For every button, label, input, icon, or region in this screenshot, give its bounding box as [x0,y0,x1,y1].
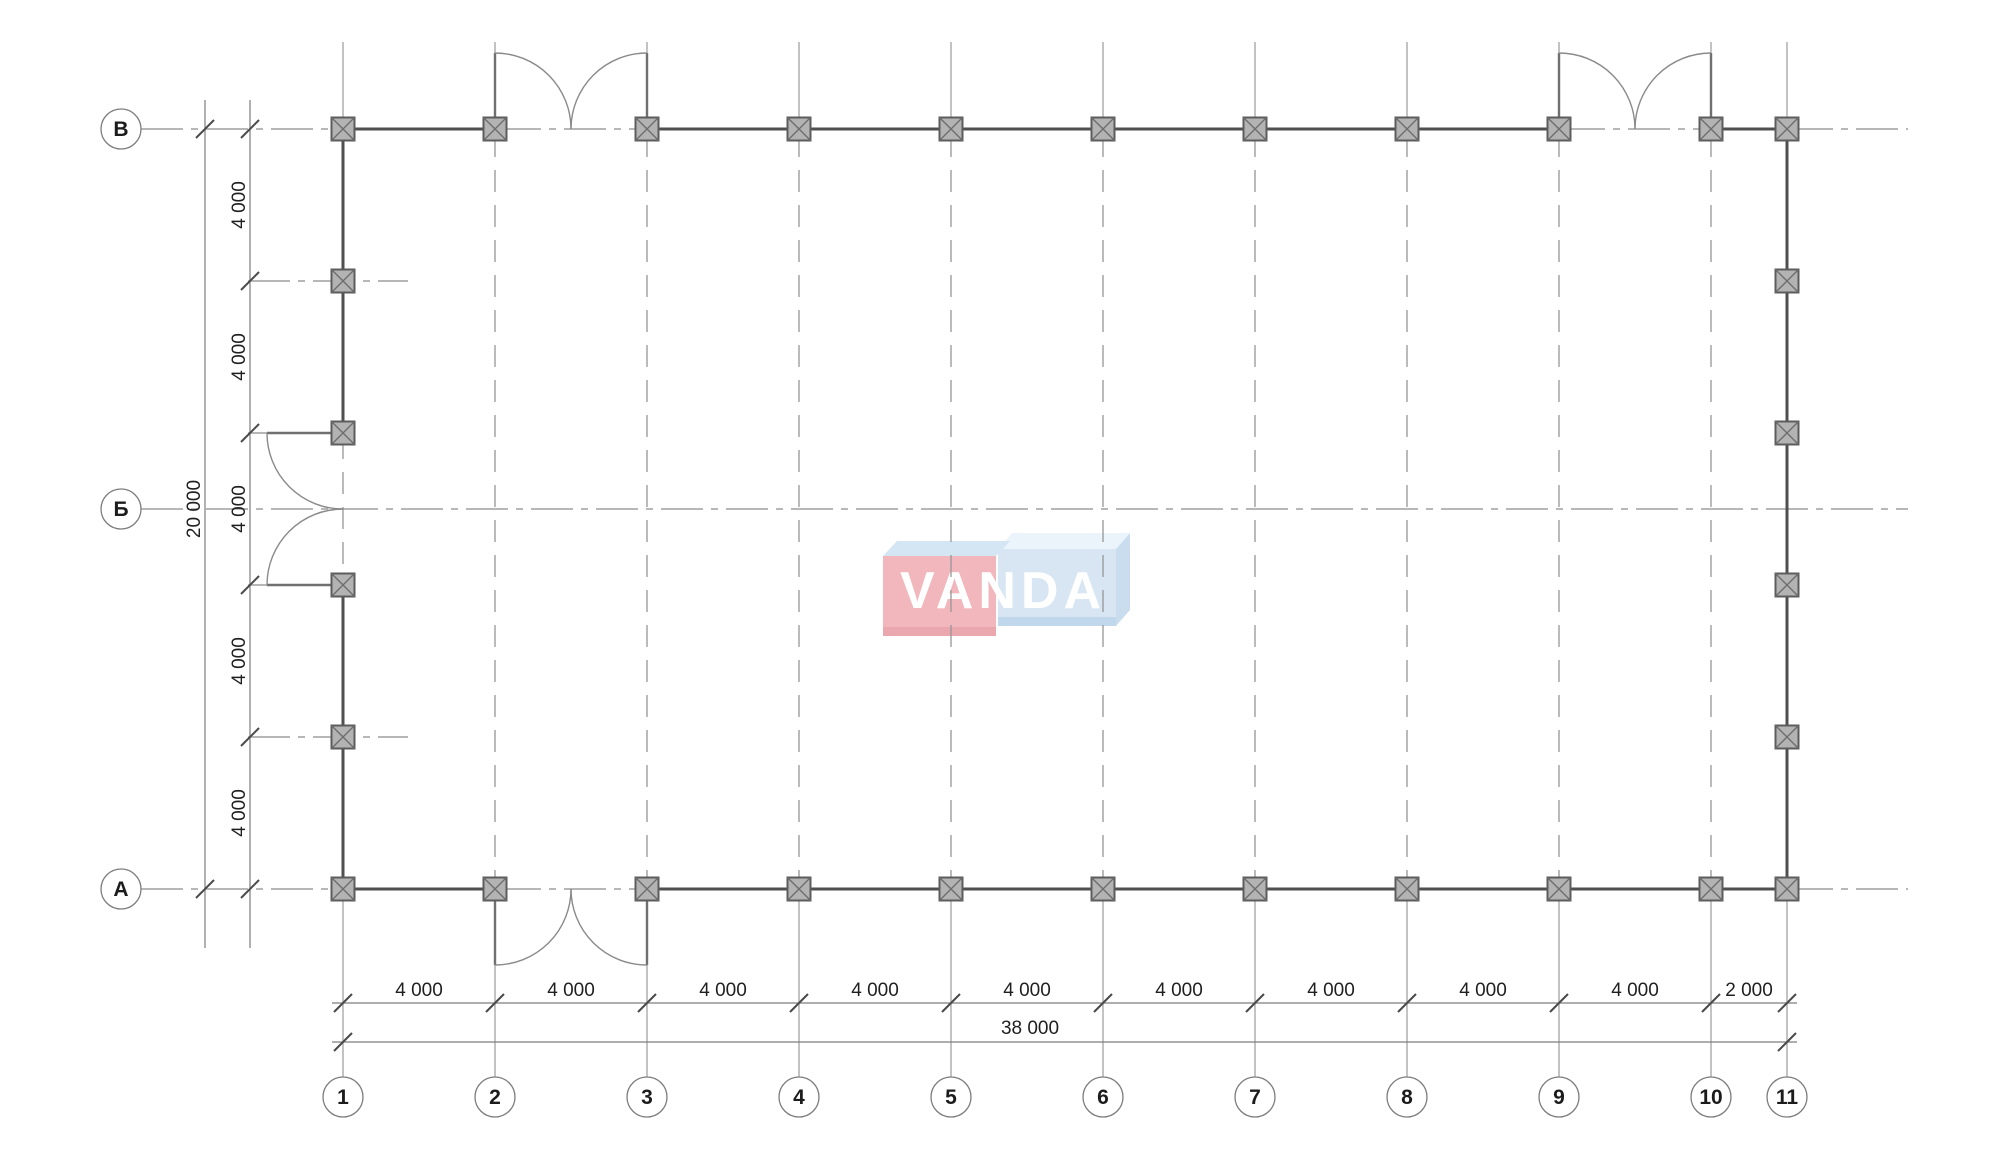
dim-bottom-4: 4 000 [851,980,899,1001]
col-bubble-8: 8 [1386,1076,1428,1118]
watermark-text: VANDA [900,562,1106,620]
svg-text:А: А [113,878,128,901]
col-bubble-3: 3 [626,1076,668,1118]
svg-text:3: 3 [641,1086,653,1109]
col-bubble-1: 1 [322,1076,364,1118]
watermark-blue-bevel-side [1116,533,1130,626]
svg-text:10: 10 [1699,1086,1722,1109]
svg-text:8: 8 [1401,1086,1413,1109]
door-top-right [1557,52,1713,130]
row-bubble-А: А [100,868,142,910]
dim-bottom-5: 4 000 [1003,980,1051,1001]
dim-bottom-7: 4 000 [1307,980,1355,1001]
watermark: VANDA [883,533,1130,636]
svg-text:5: 5 [945,1086,957,1109]
dimensions: 4 000 4 000 4 000 4 000 4 000 20 000 4 0… [184,100,1797,1052]
col-bubble-10: 10 [1690,1076,1732,1118]
svg-text:Б: Б [113,498,128,521]
svg-text:1: 1 [337,1086,349,1109]
dim-bottom-3: 4 000 [699,980,747,1001]
dim-left-5: 4 000 [229,789,250,837]
watermark-blue-face [998,549,1116,626]
col-bubble-9: 9 [1538,1076,1580,1118]
dim-left-3: 4 000 [229,485,250,533]
svg-text:6: 6 [1097,1086,1109,1109]
svg-text:9: 9 [1553,1086,1565,1109]
dim-left-2: 4 000 [229,333,250,381]
row-bubble-В: В [100,108,142,150]
door-bottom [493,888,649,966]
dim-left-total: 20 000 [184,480,205,538]
svg-text:2: 2 [489,1086,501,1109]
watermark-blue-bevel-top [998,533,1130,549]
watermark-pink-bevel-top [883,541,1010,556]
dim-bottom-10: 2 000 [1725,980,1773,1001]
door-left [266,431,344,587]
col-bubble-11: 11 [1766,1076,1808,1118]
dim-bottom-8: 4 000 [1459,980,1507,1001]
col-bubble-6: 6 [1082,1076,1124,1118]
svg-text:В: В [113,118,128,141]
dim-bottom-1: 4 000 [395,980,443,1001]
dim-bottom-2: 4 000 [547,980,595,1001]
door-top-left [493,52,649,130]
col-bubble-2: 2 [474,1076,516,1118]
svg-text:7: 7 [1249,1086,1261,1109]
grid-bubbles: В Б А 1 2 3 4 5 [100,108,1808,1118]
dim-bottom-6: 4 000 [1155,980,1203,1001]
watermark-blue-bottom [998,617,1116,626]
row-bubble-Б: Б [100,488,142,530]
dim-bottom-total: 38 000 [1001,1018,1059,1039]
svg-text:4: 4 [793,1086,805,1109]
dim-bottom-9: 4 000 [1611,980,1659,1001]
doors [266,52,1713,966]
col-bubble-7: 7 [1234,1076,1276,1118]
svg-text:11: 11 [1776,1086,1799,1109]
col-bubble-4: 4 [778,1076,820,1118]
dim-left-1: 4 000 [229,181,250,229]
col-bubble-5: 5 [930,1076,972,1118]
dim-left-4: 4 000 [229,637,250,685]
watermark-pink-face [883,556,996,636]
watermark-pink-bottom [883,627,996,636]
